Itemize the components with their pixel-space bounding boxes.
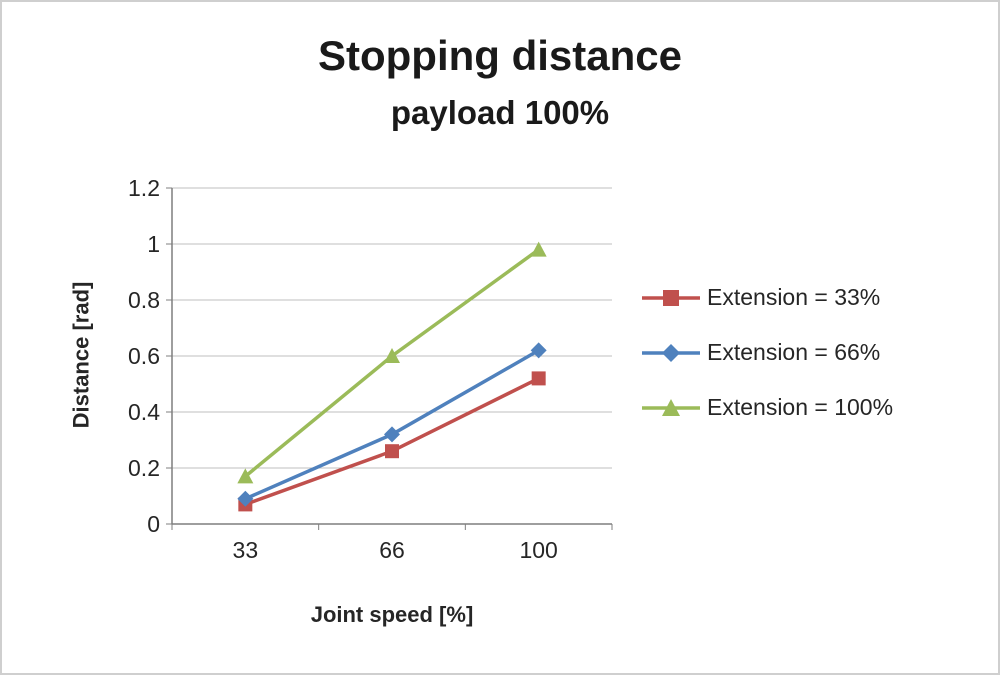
y-axis-title-wrap: Distance [rad]	[64, 182, 98, 527]
series-marker	[237, 490, 254, 507]
x-tick-label: 100	[519, 537, 557, 563]
series-marker	[530, 342, 547, 359]
legend-marker-shape	[662, 398, 680, 416]
series-marker	[384, 426, 400, 443]
y-tick-label: 1	[147, 231, 160, 257]
y-tick-label: 0.2	[128, 455, 160, 481]
series-marker	[530, 241, 547, 257]
legend-marker	[642, 398, 700, 416]
legend: Extension = 33% Extension = 66% Extension …	[640, 284, 893, 421]
legend-marker-shape	[663, 289, 679, 306]
y-tick-label: 0.8	[128, 287, 160, 313]
x-tick-label: 66	[379, 537, 405, 563]
y-axis-title: Distance [rad]	[68, 281, 93, 428]
legend-marker-shape	[662, 343, 680, 362]
y-tick-label: 0.4	[128, 399, 160, 425]
y-tick-label: 0	[147, 511, 160, 537]
series-marker	[385, 444, 399, 459]
legend-label: Extension = 33%	[707, 284, 881, 310]
chart-subtitle: payload 100%	[390, 94, 610, 131]
legend-label: Extension = 66%	[707, 339, 881, 365]
x-tick-label: 33	[233, 537, 259, 563]
series-marker	[237, 468, 254, 484]
series-marker	[531, 371, 546, 386]
y-tick-label: 1.2	[128, 175, 160, 201]
legend-label: Extension = 100%	[707, 394, 894, 420]
y-tick-label: 0.6	[128, 343, 160, 369]
x-axis-title: Joint speed [%]	[310, 602, 474, 627]
series-line	[244, 348, 540, 501]
plot-area: 0 0.2 0.4 0.6 0.8 1 1.2 33 66 100	[128, 175, 613, 563]
series-marker	[384, 348, 400, 363]
chart-title: Stopping distance	[317, 32, 682, 79]
legend-marker	[642, 343, 700, 362]
legend-item: Extension = 33%	[640, 284, 893, 311]
legend-item: Extension = 66%	[640, 339, 893, 366]
legend-marker	[642, 289, 700, 306]
legend-item: Extension = 100%	[640, 394, 893, 421]
